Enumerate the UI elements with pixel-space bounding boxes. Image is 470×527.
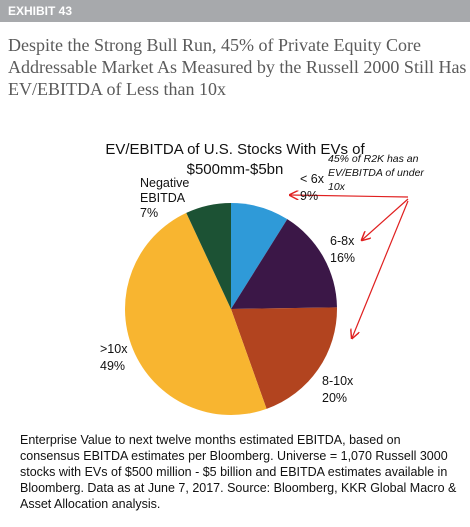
pie-slice (186, 203, 231, 309)
footnote: Enterprise Value to next twelve months e… (20, 433, 457, 511)
headline: Despite the Strong Bull Run, 45% of Priv… (8, 35, 467, 99)
slice-value: 16% (330, 251, 355, 265)
slice-value: 9% (300, 189, 318, 203)
pie-slice (124, 212, 267, 415)
chart: < 6x 9% 6-8x 16% 8-10x 20% >10x 49% Negative EBIT… (100, 172, 409, 415)
exhibit-bar: EXHIBIT 43 (0, 0, 470, 22)
slice-label: Negative EBITDA (140, 176, 189, 205)
slice-label: 6-8x (330, 234, 355, 248)
exhibit-label: EXHIBIT 43 (8, 4, 73, 18)
annotation-arrows (290, 195, 409, 338)
pie-slice (231, 307, 337, 409)
slice-label: < 6x (300, 172, 325, 186)
slice-label: 8-10x (322, 374, 354, 388)
slice-value: 7% (140, 206, 158, 220)
annotation: 45% of R2K has an EV/EBITDA of under 10x (328, 153, 424, 193)
chart-title: EV/EBITDA of U.S. Stocks With EVs of $50… (105, 141, 365, 178)
slice-value: 49% (100, 359, 125, 373)
pie-slice (231, 219, 337, 309)
pie-slice (231, 203, 288, 309)
slice-value: 20% (322, 391, 347, 405)
slice-label: >10x (100, 342, 128, 356)
